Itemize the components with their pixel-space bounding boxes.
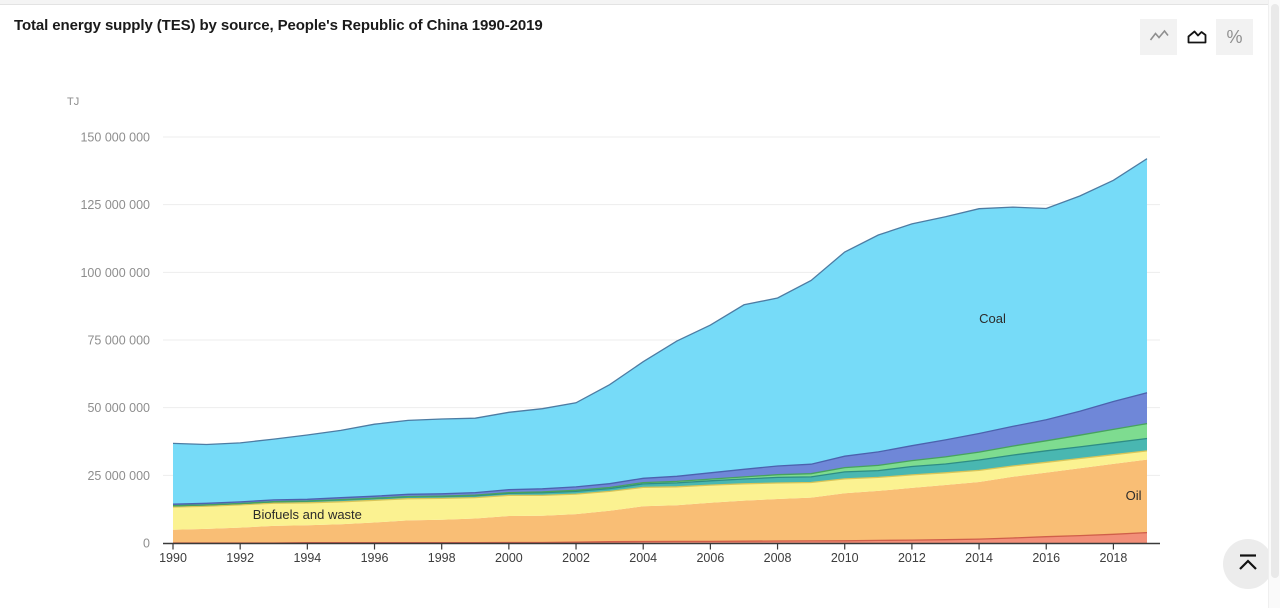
svg-text:75 000 000: 75 000 000 bbox=[87, 334, 150, 348]
svg-text:1998: 1998 bbox=[428, 551, 456, 565]
svg-text:0: 0 bbox=[143, 537, 150, 551]
svg-text:1994: 1994 bbox=[293, 551, 321, 565]
svg-text:150 000 000: 150 000 000 bbox=[80, 131, 150, 145]
svg-text:25 000 000: 25 000 000 bbox=[87, 469, 150, 483]
vertical-scrollbar-track[interactable] bbox=[1268, 0, 1280, 608]
svg-text:2006: 2006 bbox=[696, 551, 724, 565]
svg-text:2012: 2012 bbox=[898, 551, 926, 565]
y-axis-unit-label: TJ bbox=[67, 96, 80, 108]
svg-text:Oil: Oil bbox=[1126, 488, 1142, 503]
stacked-area-chart[interactable]: 0 25 000 000 50 000 000 75 000 000 100 000 0… bbox=[60, 95, 1180, 580]
area-chart-icon bbox=[1186, 27, 1208, 48]
stacked-area-view-button[interactable] bbox=[1178, 19, 1215, 55]
svg-text:Coal: Coal bbox=[979, 311, 1006, 326]
scroll-to-top-button[interactable] bbox=[1223, 539, 1273, 589]
svg-text:1996: 1996 bbox=[361, 551, 389, 565]
svg-text:100 000 000: 100 000 000 bbox=[80, 266, 150, 280]
scroll-to-top-icon bbox=[1235, 552, 1261, 577]
svg-text:2002: 2002 bbox=[562, 551, 590, 565]
svg-text:2008: 2008 bbox=[764, 551, 792, 565]
svg-text:2016: 2016 bbox=[1032, 551, 1060, 565]
percent-icon: % bbox=[1226, 27, 1243, 47]
top-divider bbox=[0, 0, 1280, 5]
svg-text:1990: 1990 bbox=[159, 551, 187, 565]
chart-title: Total energy supply (TES) by source, Peo… bbox=[14, 17, 543, 34]
vertical-scrollbar-thumb[interactable] bbox=[1271, 4, 1279, 578]
svg-text:1992: 1992 bbox=[226, 551, 254, 565]
line-chart-view-button[interactable] bbox=[1140, 19, 1177, 55]
chart-type-toggle-group: % bbox=[1140, 19, 1253, 55]
svg-text:2004: 2004 bbox=[629, 551, 657, 565]
svg-text:2018: 2018 bbox=[1100, 551, 1128, 565]
line-chart-icon bbox=[1148, 27, 1170, 48]
svg-text:Biofuels and waste: Biofuels and waste bbox=[253, 507, 362, 522]
svg-text:2014: 2014 bbox=[965, 551, 993, 565]
svg-text:2000: 2000 bbox=[495, 551, 523, 565]
svg-text:125 000 000: 125 000 000 bbox=[80, 198, 150, 212]
svg-text:2010: 2010 bbox=[831, 551, 859, 565]
svg-text:50 000 000: 50 000 000 bbox=[87, 401, 150, 415]
percentage-view-button[interactable]: % bbox=[1216, 19, 1253, 55]
